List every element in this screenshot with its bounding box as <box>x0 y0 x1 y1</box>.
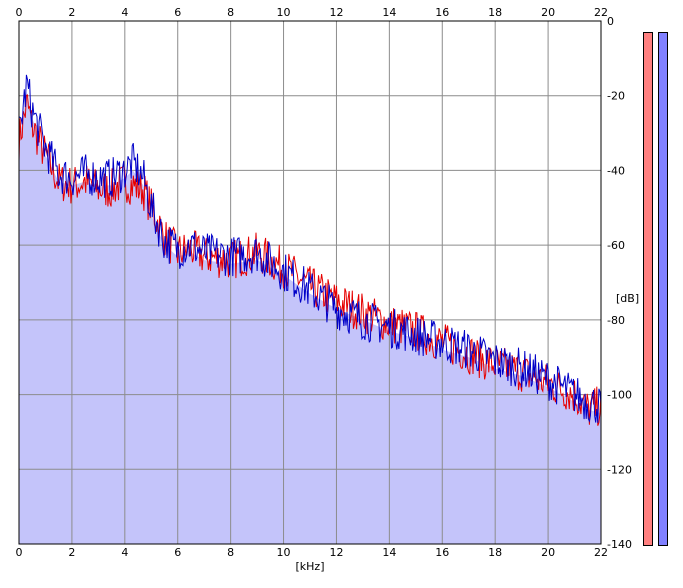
spectrum-fill-area <box>19 92 601 544</box>
x-tick-label-top: 16 <box>435 6 449 19</box>
y-tick-label: -40 <box>607 164 625 177</box>
y-axis-label: [dB] <box>616 292 639 305</box>
x-tick-label-bottom: 14 <box>382 546 396 559</box>
x-tick-label-top: 22 <box>594 6 608 19</box>
x-tick-label-bottom: 22 <box>594 546 608 559</box>
y-tick-label: -120 <box>607 463 632 476</box>
y-tick-label: -140 <box>607 538 632 551</box>
x-tick-label-bottom: 12 <box>329 546 343 559</box>
x-tick-label-bottom: 10 <box>277 546 291 559</box>
x-tick-label-top: 4 <box>121 6 128 19</box>
x-tick-label-top: 0 <box>16 6 23 19</box>
right-channel-level-meter <box>658 32 668 546</box>
y-tick-label: -80 <box>607 314 625 327</box>
x-tick-label-bottom: 4 <box>121 546 128 559</box>
y-tick-label: -20 <box>607 90 625 103</box>
x-tick-label-top: 2 <box>68 6 75 19</box>
x-tick-label-bottom: 16 <box>435 546 449 559</box>
right-channel-spectrum-line <box>18 74 602 423</box>
x-tick-label-bottom: 18 <box>488 546 502 559</box>
plot-border <box>18 20 602 545</box>
x-tick-label-top: 6 <box>174 6 181 19</box>
x-tick-label-bottom: 6 <box>174 546 181 559</box>
x-tick-label-top: 8 <box>227 6 234 19</box>
x-tick-label-top: 20 <box>541 6 555 19</box>
x-tick-label-bottom: 0 <box>16 546 23 559</box>
x-tick-label-bottom: 2 <box>68 546 75 559</box>
x-tick-label-top: 18 <box>488 6 502 19</box>
y-tick-label: -100 <box>607 389 632 402</box>
left-channel-level-meter <box>643 32 653 546</box>
x-tick-label-bottom: 20 <box>541 546 555 559</box>
x-tick-label-top: 12 <box>329 6 343 19</box>
y-tick-label: 0 <box>607 15 614 28</box>
y-tick-label: -60 <box>607 239 625 252</box>
x-tick-label-bottom: 8 <box>227 546 234 559</box>
x-tick-label-top: 14 <box>382 6 396 19</box>
x-tick-label-top: 10 <box>277 6 291 19</box>
x-axis-label: [kHz] <box>296 560 325 573</box>
